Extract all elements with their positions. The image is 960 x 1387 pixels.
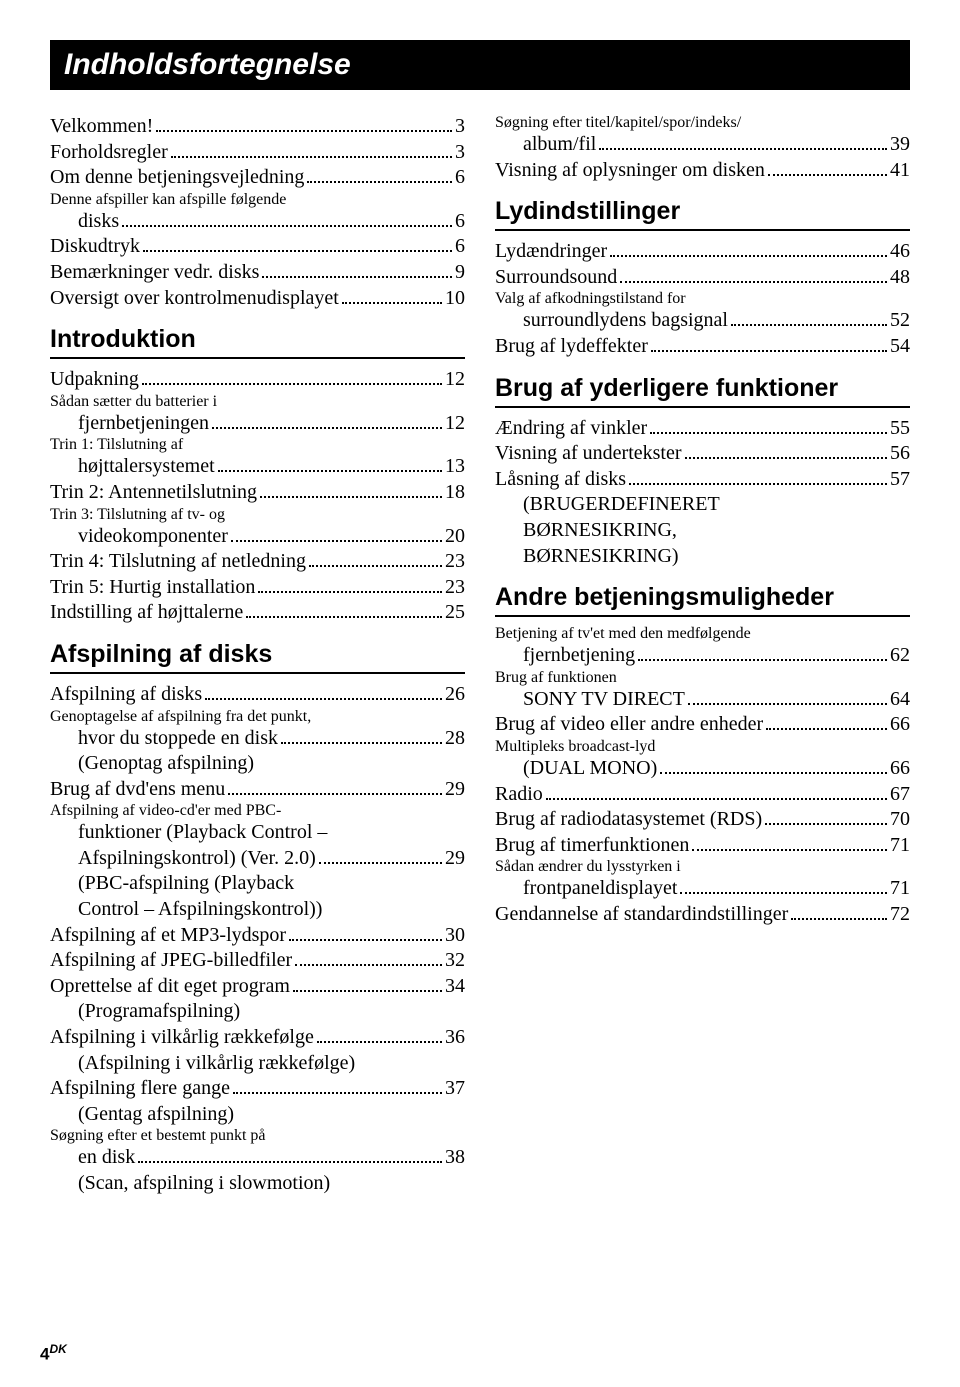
toc-entry: Betjening af tv'et med den medfølgende: [495, 625, 910, 643]
toc-entry-cont: videokomponenter20: [50, 524, 465, 550]
toc-entry: Afspilning af JPEG-billedfiler32: [50, 948, 465, 974]
toc-entry: Oprettelse af dit eget program34: [50, 974, 465, 1000]
toc-entry: Brug af timerfunktionen71: [495, 833, 910, 859]
toc-entry: Velkommen!3: [50, 114, 465, 140]
toc-entry: Sådan ændrer du lysstyrken i: [495, 858, 910, 876]
toc-entry: Valg af afkodningstilstand for: [495, 290, 910, 308]
toc-entry: Søgning efter titel/kapitel/spor/indeks/: [495, 114, 910, 132]
toc-entry: Låsning af disks57: [495, 467, 910, 493]
toc-entry: Radio67: [495, 782, 910, 808]
toc-entry: Om denne betjeningsvejledning6: [50, 165, 465, 191]
toc-entry: Ændring af vinkler55: [495, 416, 910, 442]
toc-entry-cont: Afspilningskontrol) (Ver. 2.0)29: [50, 846, 465, 872]
toc-entry: Afspilning af et MP3-lydspor30: [50, 923, 465, 949]
toc-entry: Indstilling af højttalerne25: [50, 600, 465, 626]
toc-note: Control – Afspilningskontrol)): [50, 897, 465, 923]
toc-entry: Trin 5: Hurtig installation23: [50, 575, 465, 601]
toc-entry: Lydændringer46: [495, 239, 910, 265]
toc-entry: Brug af lydeffekter54: [495, 334, 910, 360]
toc-entry-cont: funktioner (Playback Control –: [50, 820, 465, 846]
toc-entry: Forholdsregler3: [50, 140, 465, 166]
toc-entry: Brug af radiodatasystemet (RDS)70: [495, 807, 910, 833]
toc-entry: Trin 3: Tilslutning af tv- og: [50, 506, 465, 524]
toc-entry: Multipleks broadcast-lyd: [495, 738, 910, 756]
toc-entry-cont: højttalersystemet13: [50, 454, 465, 480]
section-heading: Brug af yderligere funktioner: [495, 374, 910, 408]
toc-note: (Afspilning i vilkårlig rækkefølge): [50, 1051, 465, 1077]
toc-entry: Trin 2: Antennetilslutning18: [50, 480, 465, 506]
toc-entry-cont: hvor du stoppede en disk28: [50, 726, 465, 752]
toc-entry-cont: fjernbetjeningen12: [50, 411, 465, 437]
toc-note: (Genoptag afspilning): [50, 751, 465, 777]
toc-entry: Surroundsound48: [495, 265, 910, 291]
toc-entry-cont: surroundlydens bagsignal52: [495, 308, 910, 334]
toc-entry: Bemærkninger vedr. disks9: [50, 260, 465, 286]
page-number-footer: 4DK: [40, 1342, 67, 1365]
toc-entry: Diskudtryk6: [50, 234, 465, 260]
toc-entry: Afspilning flere gange37: [50, 1076, 465, 1102]
right-column: Søgning efter titel/kapitel/spor/indeks/…: [495, 114, 910, 1197]
toc-entry: Visning af oplysninger om disken41: [495, 158, 910, 184]
toc-entry-cont: frontpaneldisplayet71: [495, 876, 910, 902]
toc-entry: Søgning efter et bestemt punkt på: [50, 1127, 465, 1145]
toc-note: (Programafspilning): [50, 999, 465, 1025]
toc-note: (PBC-afspilning (Playback: [50, 871, 465, 897]
section-heading: Andre betjeningsmuligheder: [495, 583, 910, 617]
left-column: Velkommen!3 Forholdsregler3 Om denne bet…: [50, 114, 465, 1197]
toc-entry: Trin 4: Tilslutning af netledning23: [50, 549, 465, 575]
toc-entry: Trin 1: Tilslutning af: [50, 436, 465, 454]
toc-entry-cont: album/fil39: [495, 132, 910, 158]
toc-entry: Brug af video eller andre enheder66: [495, 712, 910, 738]
toc-note: (Scan, afspilning i slowmotion): [50, 1171, 465, 1197]
toc-entry-cont: fjernbetjening62: [495, 643, 910, 669]
toc-note: (Gentag afspilning): [50, 1102, 465, 1128]
toc-entry-cont: disks6: [50, 209, 465, 235]
toc-entry: Oversigt over kontrolmenudisplayet10: [50, 286, 465, 312]
toc-entry: Brug af funktionen: [495, 669, 910, 687]
toc-entry: Afspilning af video-cd'er med PBC-: [50, 802, 465, 820]
toc-note: BØRNESIKRING): [495, 544, 910, 570]
toc-note: BØRNESIKRING,: [495, 518, 910, 544]
toc-columns: Velkommen!3 Forholdsregler3 Om denne bet…: [50, 114, 910, 1197]
toc-entry: Udpakning12: [50, 367, 465, 393]
toc-entry: Brug af dvd'ens menu29: [50, 777, 465, 803]
section-heading: Introduktion: [50, 325, 465, 359]
toc-entry: Afspilning af disks26: [50, 682, 465, 708]
page-title: Indholdsfortegnelse: [50, 40, 910, 90]
toc-entry-cont: en disk38: [50, 1145, 465, 1171]
toc-entry-cont: SONY TV DIRECT64: [495, 687, 910, 713]
section-heading: Afspilning af disks: [50, 640, 465, 674]
toc-entry: Sådan sætter du batterier i: [50, 393, 465, 411]
toc-entry-cont: (DUAL MONO)66: [495, 756, 910, 782]
toc-note: (BRUGERDEFINERET: [495, 492, 910, 518]
section-heading: Lydindstillinger: [495, 197, 910, 231]
toc-entry: Visning af undertekster56: [495, 441, 910, 467]
toc-entry: Denne afspiller kan afspille følgende: [50, 191, 465, 209]
toc-entry: Genoptagelse af afspilning fra det punkt…: [50, 708, 465, 726]
toc-entry: Gendannelse af standardindstillinger72: [495, 902, 910, 928]
page-number-suffix: DK: [49, 1342, 66, 1356]
toc-entry: Afspilning i vilkårlig rækkefølge36: [50, 1025, 465, 1051]
